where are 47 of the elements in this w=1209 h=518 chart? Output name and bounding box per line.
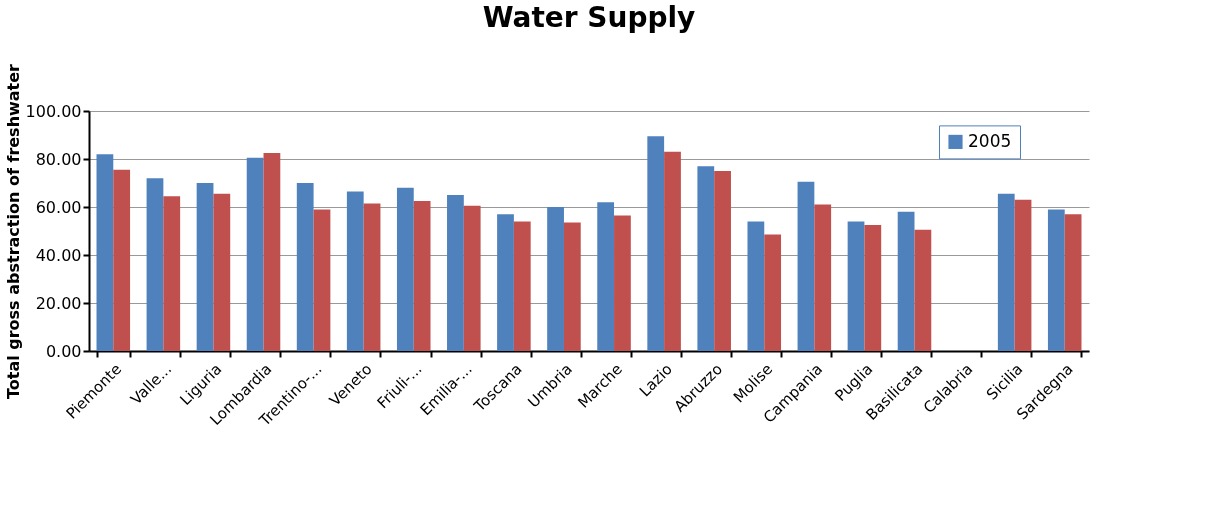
bar xyxy=(396,187,414,351)
bar xyxy=(463,205,481,351)
bar xyxy=(447,195,464,351)
bar xyxy=(196,183,214,351)
bar xyxy=(313,209,331,351)
bar xyxy=(714,171,731,351)
bar xyxy=(764,234,782,351)
bar xyxy=(547,207,564,351)
bar xyxy=(346,191,364,351)
bar xyxy=(847,221,865,351)
bar xyxy=(747,221,765,351)
bar xyxy=(614,215,631,351)
chart-title: Water Supply xyxy=(482,1,696,35)
y-axis-title: Total gross abstraction of freshwater xyxy=(3,63,23,400)
bar xyxy=(113,169,131,351)
y-tick-label: 20.00 xyxy=(35,293,82,313)
bar xyxy=(163,196,181,351)
bar xyxy=(914,229,932,351)
bar xyxy=(513,221,531,351)
bar xyxy=(697,166,715,351)
bar xyxy=(864,225,882,351)
bar xyxy=(563,222,581,351)
bar xyxy=(263,153,281,351)
bar xyxy=(96,154,114,351)
bar xyxy=(597,202,615,351)
bar xyxy=(997,193,1015,351)
bar xyxy=(1064,214,1082,351)
bar xyxy=(497,214,514,351)
bar xyxy=(413,201,431,351)
bar xyxy=(363,203,381,351)
bar xyxy=(814,204,832,351)
bar xyxy=(246,157,264,351)
bar xyxy=(213,193,231,351)
bar xyxy=(797,181,815,351)
y-tick-label: 80.00 xyxy=(35,149,82,169)
bar xyxy=(664,151,681,351)
bar xyxy=(296,183,314,351)
bar xyxy=(1047,209,1065,351)
bar xyxy=(897,211,915,351)
y-tick-label: 60.00 xyxy=(35,197,82,217)
bar xyxy=(146,178,164,351)
y-tick-label: 100.00 xyxy=(25,101,82,121)
bar xyxy=(1014,199,1032,351)
bar xyxy=(647,136,665,351)
legend-label: 2005 xyxy=(968,130,1012,151)
y-tick-label: 40.00 xyxy=(35,245,82,265)
y-tick-label: 0.00 xyxy=(45,341,82,361)
